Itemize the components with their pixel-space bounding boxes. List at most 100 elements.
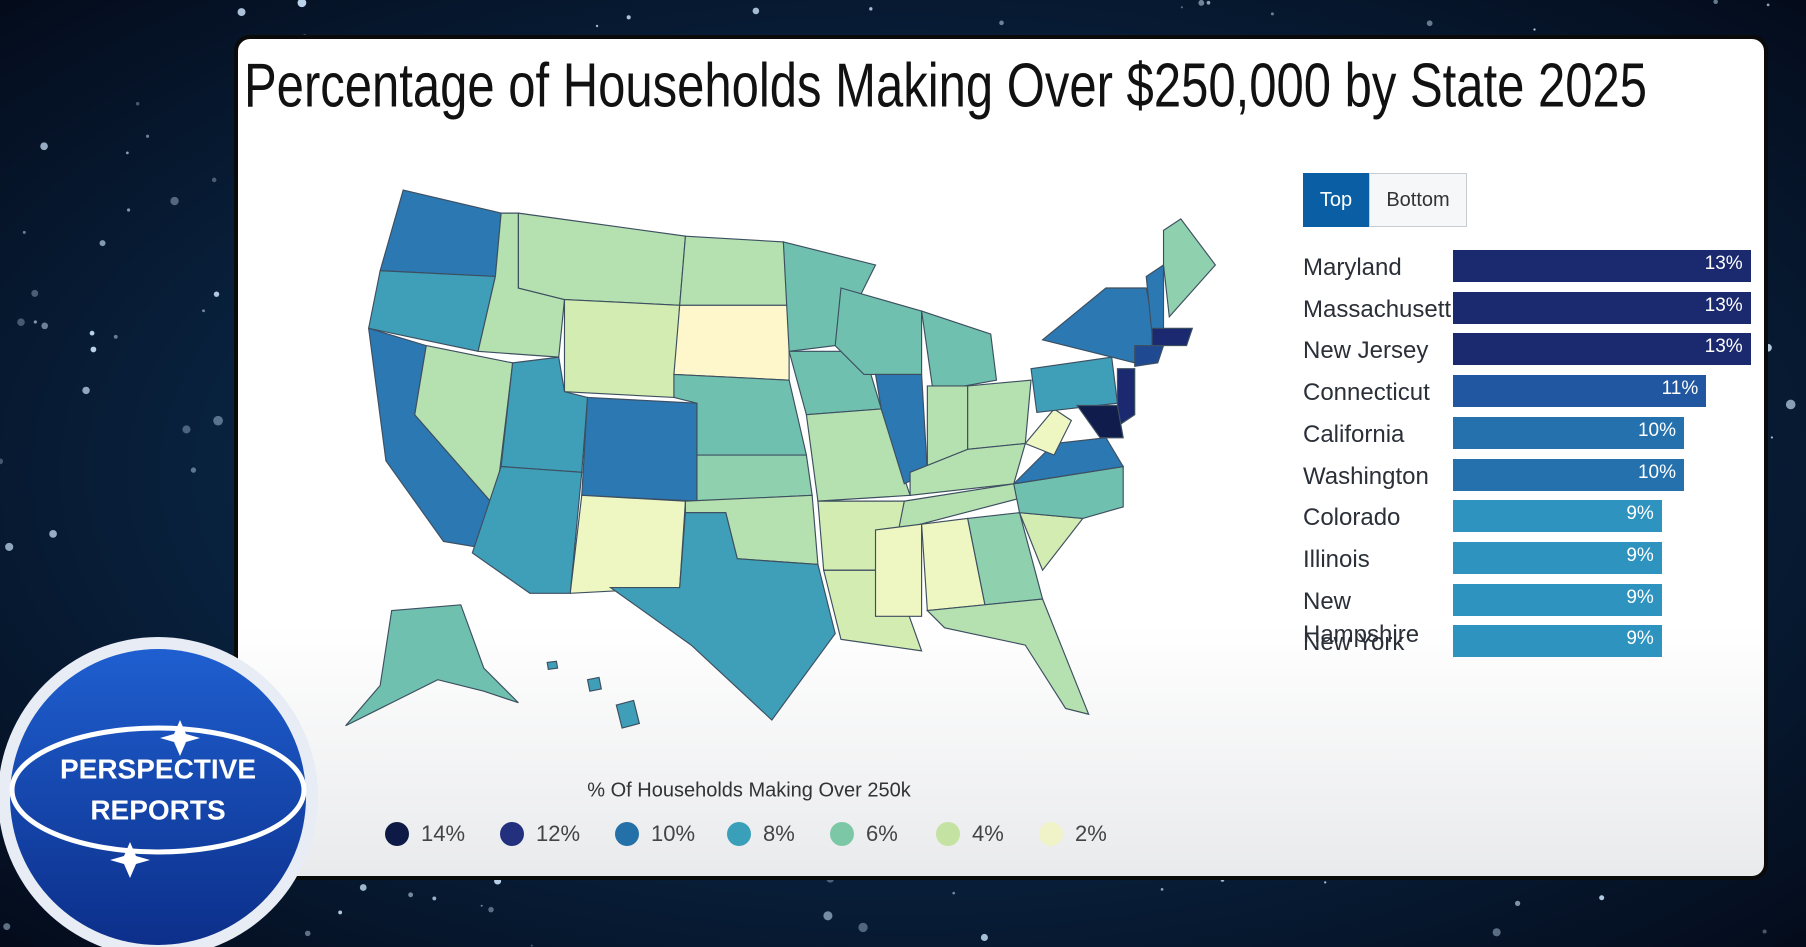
dot (1766, 3, 1770, 7)
bar-label: Colorado (1303, 504, 1401, 532)
state (586, 676, 603, 692)
state (926, 598, 1090, 716)
legend-swatch (500, 822, 524, 846)
us-map (345, 189, 1217, 729)
dot (5, 542, 14, 551)
legend-label: 2% (1075, 821, 1107, 846)
dot (1206, 0, 1211, 5)
value-label: 10% (1637, 419, 1677, 441)
bar: 13% (1453, 333, 1751, 366)
dot (182, 425, 191, 434)
state (1134, 345, 1165, 368)
dot (22, 230, 26, 234)
dot (1270, 12, 1274, 16)
legend-label: 6% (866, 821, 898, 846)
legend-label: 4% (972, 821, 1004, 846)
state (546, 660, 559, 670)
bar-label: Maryland (1303, 254, 1402, 281)
dot (1770, 436, 1773, 439)
dot (17, 318, 25, 326)
legend-swatch (830, 822, 854, 846)
dot (752, 7, 760, 15)
logo-text: PERSPECTIVE (60, 753, 256, 784)
state (1024, 408, 1073, 456)
dot (1324, 881, 1327, 884)
logo: PERSPECTIVE REPORTS (0, 637, 318, 947)
value-label: 11% (1661, 378, 1699, 400)
dot (480, 904, 483, 907)
dot (530, 944, 533, 947)
value-label: 10% (1637, 461, 1677, 483)
logo-text: REPORTS (90, 794, 225, 825)
toggle-button[interactable]: Bottom (1369, 173, 1467, 227)
value-label: 9% (1626, 503, 1654, 525)
dot (33, 320, 37, 324)
dot (304, 930, 311, 937)
dot (869, 7, 873, 11)
dot (82, 386, 90, 395)
legend-label: 14% (421, 821, 465, 846)
bar: 9% (1453, 541, 1662, 574)
dot (125, 151, 129, 155)
dot (338, 910, 343, 915)
dot (237, 8, 246, 17)
bar-chart: Maryland 13% Massachusetts 13% New Jersey 13%… (1303, 250, 1763, 672)
dot (999, 20, 1004, 26)
bar-label: Illinois (1303, 545, 1370, 573)
title: Percentage of Households Making Over $25… (244, 51, 1647, 120)
dot (211, 177, 217, 183)
logo-disc (10, 649, 306, 945)
state (608, 512, 836, 721)
legend-title: % Of Households Making Over 250k (587, 779, 911, 801)
state (563, 298, 681, 399)
dot (1762, 929, 1767, 934)
state (581, 396, 698, 502)
legend-label: 12% (536, 821, 580, 846)
dot (1599, 895, 1605, 901)
dot (135, 102, 140, 106)
dot (1533, 28, 1536, 31)
state (909, 442, 1027, 497)
legend-swatch (727, 822, 751, 846)
state (1151, 327, 1194, 347)
state (1162, 218, 1217, 319)
bar: 13% (1453, 291, 1751, 324)
bar-label: New York (1303, 629, 1405, 657)
dot (595, 24, 599, 28)
dot (432, 896, 437, 901)
dot (1426, 20, 1433, 27)
toggle-button[interactable]: Top (1303, 173, 1369, 227)
state (679, 235, 790, 306)
dot (1785, 399, 1796, 410)
dot (408, 892, 414, 898)
bar: 9% (1453, 500, 1662, 533)
bar-label: California (1303, 420, 1405, 448)
dot (488, 906, 494, 913)
dot (1514, 900, 1521, 906)
legend-label: 10% (651, 821, 695, 846)
dot (858, 922, 868, 933)
dot (1713, 0, 1718, 5)
logo-stars (110, 720, 200, 878)
dot (41, 322, 49, 330)
dot (145, 134, 150, 138)
dot (40, 142, 48, 151)
legend-swatch (385, 822, 409, 846)
value-label: 13% (1704, 253, 1743, 274)
dot (3, 923, 11, 931)
value-label: 9% (1626, 628, 1654, 650)
dot (202, 309, 205, 313)
state (1076, 404, 1124, 439)
dot (99, 240, 106, 247)
state (874, 523, 923, 617)
dot (1492, 928, 1501, 937)
state (696, 454, 813, 502)
dot (1160, 888, 1164, 891)
legend: 14% 12% 10% 8% 6% 4% 2% (385, 821, 1107, 846)
legend-swatch (1039, 822, 1063, 846)
value-label: 13% (1704, 336, 1743, 358)
dot (980, 933, 988, 942)
dot (1198, 0, 1205, 6)
bar: 11% (1453, 375, 1707, 408)
